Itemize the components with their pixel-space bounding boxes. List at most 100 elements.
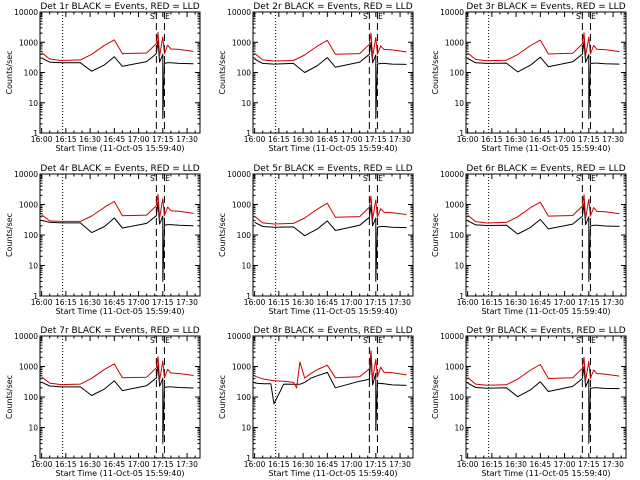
y-tick-label: 100: [450, 393, 465, 402]
x-tick-label: 17:30: [389, 135, 411, 144]
x-tick-label: 16:00: [457, 135, 479, 144]
x-tick-label: 16:00: [244, 298, 266, 307]
y-tick-label: 1: [459, 129, 464, 138]
y-tick-label: 10000: [440, 170, 464, 179]
lld-series-line: [254, 350, 407, 389]
marker-label: E: [165, 336, 170, 345]
y-tick-label: 10000: [440, 332, 464, 341]
y-tick-label: 10000: [14, 8, 38, 17]
x-tick-label: 17:30: [389, 460, 411, 469]
x-axis-label: Start Time (11-Oct-05 15:59:40): [268, 307, 397, 316]
y-tick-label: 100: [24, 231, 39, 240]
panel-title: Det 2r BLACK = Events, RED = LLD: [253, 2, 412, 12]
detector-panel: Det 5r BLACK = Events, RED = LLD 1 10 100 10…: [218, 164, 414, 316]
lld-series-line: [41, 356, 194, 386]
x-tick-label: 17:00: [554, 135, 576, 144]
marker-label: S: [576, 12, 581, 21]
x-tick-label: 16:45: [530, 135, 552, 144]
y-axis-label: Counts/sec: [431, 375, 440, 419]
y-tick-label: 1: [246, 292, 251, 301]
detector-panel: Det 1r BLACK = Events, RED = LLD 1 10 100 10…: [5, 2, 201, 153]
x-tick-label: 16:45: [530, 298, 552, 307]
plot-frame: [39, 11, 201, 134]
marker-label: E: [378, 12, 383, 21]
x-tick-label: 17:00: [554, 298, 576, 307]
y-tick-label: 1000: [232, 201, 251, 210]
x-tick-label: 17:15: [578, 135, 600, 144]
x-tick-label: 16:15: [55, 135, 77, 144]
y-tick-label: 1: [33, 129, 38, 138]
x-tick-label: 16:15: [481, 460, 503, 469]
x-tick-label: 17:15: [152, 135, 174, 144]
x-axis-label: Start Time (11-Oct-05 15:59:40): [55, 469, 184, 478]
panel-title: Det 9r BLACK = Events, RED = LLD: [466, 326, 625, 336]
panel-title: Det 3r BLACK = Events, RED = LLD: [466, 2, 625, 12]
events-series-line: [254, 355, 407, 431]
marker-label: S: [363, 336, 368, 345]
x-tick-label: 16:45: [104, 298, 126, 307]
lld-series-line: [254, 32, 407, 62]
y-tick-label: 10: [454, 424, 464, 433]
y-tick-label: 10000: [227, 332, 251, 341]
lld-series-line: [41, 32, 194, 61]
lld-series-line: [467, 194, 620, 224]
marker-label: E: [591, 336, 596, 345]
x-tick-label: 17:15: [578, 460, 600, 469]
x-tick-label: 16:15: [268, 460, 290, 469]
y-tick-label: 10: [28, 424, 38, 433]
x-tick-label: 17:00: [554, 460, 576, 469]
x-tick-label: 17:15: [365, 298, 387, 307]
y-tick-label: 1: [246, 129, 251, 138]
events-series-line: [254, 204, 407, 282]
marker-label: E: [591, 12, 596, 21]
y-axis-label: Counts/sec: [218, 213, 227, 257]
events-series-line: [41, 202, 194, 282]
plot-frame: [465, 335, 627, 459]
panel-title: Det 1r BLACK = Events, RED = LLD: [40, 2, 199, 12]
x-tick-label: 16:15: [55, 298, 77, 307]
x-tick-label: 16:30: [292, 298, 314, 307]
x-tick-label: 16:00: [31, 135, 53, 144]
detector-panel: Det 8r BLACK = Events, RED = LLD 1 10 100 10…: [218, 326, 414, 478]
marker-label: E: [591, 174, 596, 183]
x-tick-label: 16:00: [31, 460, 53, 469]
plot-frame: [465, 11, 627, 134]
y-tick-label: 10000: [440, 8, 464, 17]
x-axis-label: Start Time (11-Oct-05 15:59:40): [268, 469, 397, 478]
events-series-line: [467, 203, 620, 282]
y-axis-label: Counts/sec: [5, 213, 14, 257]
y-tick-label: 100: [450, 69, 465, 78]
marker-label: S: [576, 336, 581, 345]
x-tick-label: 17:00: [341, 460, 363, 469]
x-tick-label: 16:00: [457, 298, 479, 307]
y-tick-label: 10000: [14, 332, 38, 341]
x-tick-label: 16:30: [505, 298, 527, 307]
y-tick-label: 10: [454, 262, 464, 271]
x-tick-label: 16:45: [317, 298, 339, 307]
y-tick-label: 10000: [227, 170, 251, 179]
y-tick-label: 100: [237, 231, 252, 240]
x-tick-label: 17:15: [365, 135, 387, 144]
y-tick-label: 1000: [445, 201, 464, 210]
x-tick-label: 16:45: [317, 135, 339, 144]
x-tick-label: 17:00: [128, 460, 150, 469]
plot-frame: [39, 173, 201, 297]
y-tick-label: 10000: [14, 170, 38, 179]
x-tick-label: 17:15: [152, 298, 174, 307]
y-tick-label: 1: [246, 454, 251, 463]
y-axis-label: Counts/sec: [5, 50, 14, 94]
x-tick-label: 17:30: [602, 460, 624, 469]
x-tick-label: 17:15: [152, 460, 174, 469]
y-axis-label: Counts/sec: [218, 375, 227, 419]
marker-label: S: [150, 336, 155, 345]
y-axis-label: Counts/sec: [431, 213, 440, 257]
y-tick-label: 1: [33, 454, 38, 463]
y-tick-label: 100: [237, 69, 252, 78]
x-tick-label: 16:30: [79, 460, 101, 469]
events-series-line: [41, 40, 194, 120]
x-tick-label: 17:15: [578, 298, 600, 307]
y-tick-label: 1000: [19, 363, 38, 372]
x-tick-label: 17:00: [341, 135, 363, 144]
detector-panel: Det 6r BLACK = Events, RED = LLD 1 10 100 10…: [431, 164, 627, 316]
